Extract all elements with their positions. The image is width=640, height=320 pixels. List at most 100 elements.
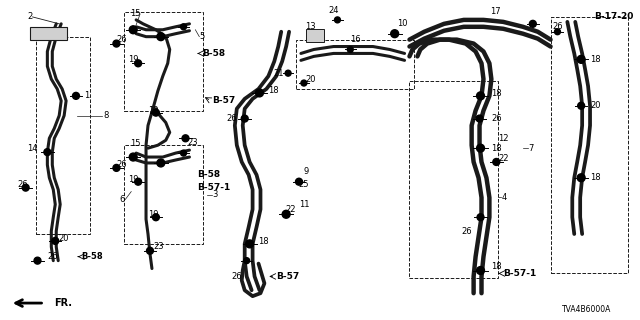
Text: 18: 18 xyxy=(492,262,502,271)
Text: 18: 18 xyxy=(268,86,279,95)
Text: 8: 8 xyxy=(104,111,109,120)
Text: FR.: FR. xyxy=(54,298,72,308)
Circle shape xyxy=(348,46,353,52)
Text: 22: 22 xyxy=(286,205,296,214)
Text: B-58: B-58 xyxy=(197,170,220,179)
Bar xyxy=(29,27,67,40)
Text: 20: 20 xyxy=(590,101,600,110)
Circle shape xyxy=(147,247,154,254)
Text: TVA4B6000A: TVA4B6000A xyxy=(563,306,612,315)
Circle shape xyxy=(157,159,164,167)
Text: 26: 26 xyxy=(18,180,28,189)
Bar xyxy=(36,37,90,234)
Circle shape xyxy=(255,89,264,97)
Text: 26: 26 xyxy=(492,114,502,123)
Circle shape xyxy=(282,210,290,218)
Text: 2: 2 xyxy=(27,12,32,21)
Text: B-57: B-57 xyxy=(212,96,236,105)
Circle shape xyxy=(554,29,561,35)
Circle shape xyxy=(182,135,189,142)
Circle shape xyxy=(285,70,291,76)
Text: 4: 4 xyxy=(501,193,506,202)
Text: 19: 19 xyxy=(128,175,139,184)
Circle shape xyxy=(578,102,584,109)
Text: 1: 1 xyxy=(84,92,90,100)
Circle shape xyxy=(577,174,585,182)
Circle shape xyxy=(246,240,253,248)
Text: B-57-1: B-57-1 xyxy=(503,269,536,278)
Circle shape xyxy=(477,214,484,221)
Text: 7: 7 xyxy=(528,144,533,153)
Text: 20: 20 xyxy=(306,75,316,84)
Text: 18: 18 xyxy=(590,55,601,64)
Text: 10: 10 xyxy=(397,19,407,28)
Text: 26: 26 xyxy=(116,160,127,169)
Circle shape xyxy=(152,109,159,116)
Circle shape xyxy=(22,184,29,191)
Circle shape xyxy=(493,158,500,165)
Text: 6: 6 xyxy=(119,195,124,204)
Text: 19: 19 xyxy=(148,106,159,115)
Text: 3: 3 xyxy=(212,190,218,199)
Text: 15: 15 xyxy=(131,139,141,148)
Text: 18: 18 xyxy=(259,237,269,246)
Text: 25: 25 xyxy=(299,180,309,189)
Text: B-58: B-58 xyxy=(81,252,102,261)
Bar xyxy=(410,81,499,278)
Circle shape xyxy=(44,149,51,156)
Circle shape xyxy=(113,164,120,171)
Text: 24: 24 xyxy=(328,5,339,14)
Bar xyxy=(550,17,628,274)
Text: 11: 11 xyxy=(299,200,309,209)
Bar xyxy=(124,12,204,111)
Text: B-57-1: B-57-1 xyxy=(197,183,230,192)
Text: 26: 26 xyxy=(47,252,58,261)
Circle shape xyxy=(391,30,399,38)
Circle shape xyxy=(241,115,248,122)
Text: 26: 26 xyxy=(552,22,563,31)
Circle shape xyxy=(244,258,250,264)
Text: 26: 26 xyxy=(461,227,472,236)
Text: B-57: B-57 xyxy=(276,272,300,281)
Text: 19: 19 xyxy=(128,55,139,64)
Text: 13: 13 xyxy=(305,22,316,31)
Circle shape xyxy=(157,33,164,41)
Text: 18: 18 xyxy=(492,144,502,153)
Text: 18: 18 xyxy=(492,89,502,98)
Bar xyxy=(296,40,415,89)
Text: 22: 22 xyxy=(499,154,509,163)
Bar xyxy=(306,29,324,42)
Circle shape xyxy=(34,257,41,264)
Circle shape xyxy=(477,144,484,152)
Text: 9: 9 xyxy=(303,167,308,176)
Circle shape xyxy=(134,60,141,67)
Text: 21: 21 xyxy=(274,69,284,78)
Bar xyxy=(124,145,204,244)
Text: 26: 26 xyxy=(116,35,127,44)
Text: 16: 16 xyxy=(350,35,361,44)
Circle shape xyxy=(52,237,59,244)
Text: 14: 14 xyxy=(27,144,38,153)
Text: B-17-20: B-17-20 xyxy=(594,12,634,21)
Circle shape xyxy=(180,24,186,30)
Circle shape xyxy=(335,17,340,23)
Circle shape xyxy=(296,178,303,185)
Text: 17: 17 xyxy=(490,7,500,17)
Circle shape xyxy=(134,178,141,185)
Text: 19: 19 xyxy=(148,210,159,219)
Text: 23: 23 xyxy=(188,138,198,147)
Circle shape xyxy=(129,26,137,34)
Text: 15: 15 xyxy=(131,10,141,19)
Circle shape xyxy=(113,40,120,47)
Text: 5: 5 xyxy=(199,32,205,41)
Circle shape xyxy=(129,153,137,161)
Circle shape xyxy=(577,55,585,63)
Text: 26: 26 xyxy=(231,272,242,281)
Circle shape xyxy=(477,267,484,275)
Text: 20: 20 xyxy=(59,235,69,244)
Text: 26: 26 xyxy=(226,114,237,123)
Circle shape xyxy=(529,20,536,27)
Text: 18: 18 xyxy=(590,173,601,182)
Text: 23: 23 xyxy=(153,242,164,251)
Circle shape xyxy=(180,150,186,156)
